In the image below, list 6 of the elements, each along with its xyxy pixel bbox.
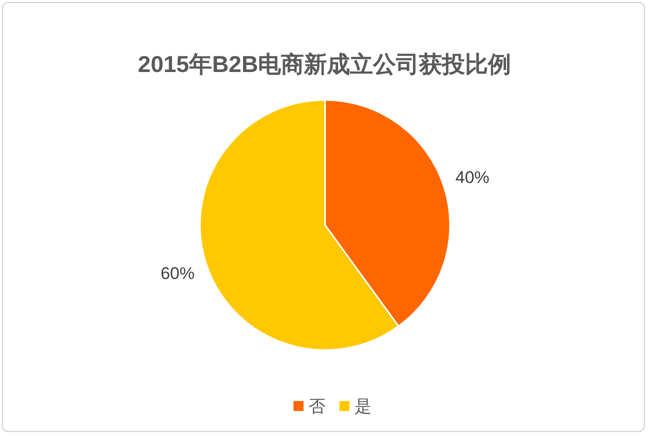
data-label: 40%	[455, 168, 490, 188]
legend-label: 是	[354, 397, 372, 416]
legend-label: 否	[308, 397, 326, 416]
chart-title: 2015年B2B电商新成立公司获投比例	[138, 51, 512, 77]
data-label: 60%	[160, 264, 195, 283]
legend: 否 是	[294, 397, 372, 416]
